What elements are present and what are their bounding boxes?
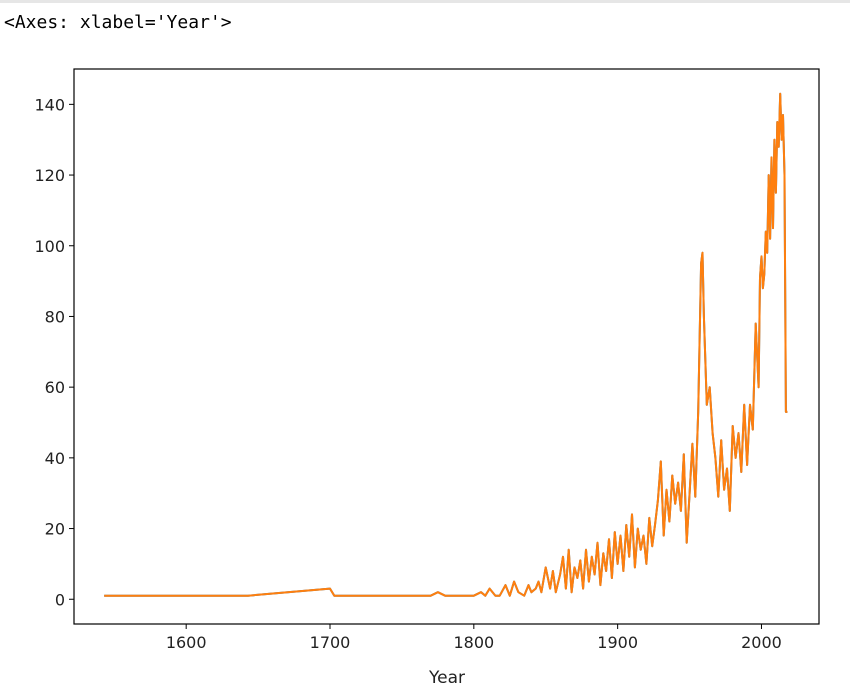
series-line-2 (104, 92, 788, 597)
cell-output-text: <Axes: xlabel='Year'> (4, 12, 232, 33)
x-axis-title: Year (428, 668, 465, 688)
y-tick-label: 80 (45, 307, 65, 326)
y-tick-label: 100 (34, 237, 65, 256)
x-tick-label: 1600 (166, 633, 207, 652)
y-tick-label: 120 (34, 166, 65, 185)
y-tick-label: 20 (45, 520, 65, 539)
y-tick-label: 60 (45, 378, 65, 397)
y-tick-label: 140 (34, 95, 65, 114)
y-tick-label: 40 (45, 449, 65, 468)
x-tick-label: 2000 (741, 633, 782, 652)
x-tick-label: 1800 (453, 633, 494, 652)
y-tick-label: 0 (55, 590, 65, 609)
x-tick-label: 1900 (597, 633, 638, 652)
plot-area-frame (73, 68, 820, 625)
output-divider (0, 0, 850, 3)
axis-ticks: 1600 1700 1800 1900 2000 0 20 40 60 80 100 120 140 (34, 95, 781, 652)
series-line-1 (104, 92, 788, 597)
series-group (104, 92, 788, 597)
x-tick-label: 1700 (310, 633, 351, 652)
